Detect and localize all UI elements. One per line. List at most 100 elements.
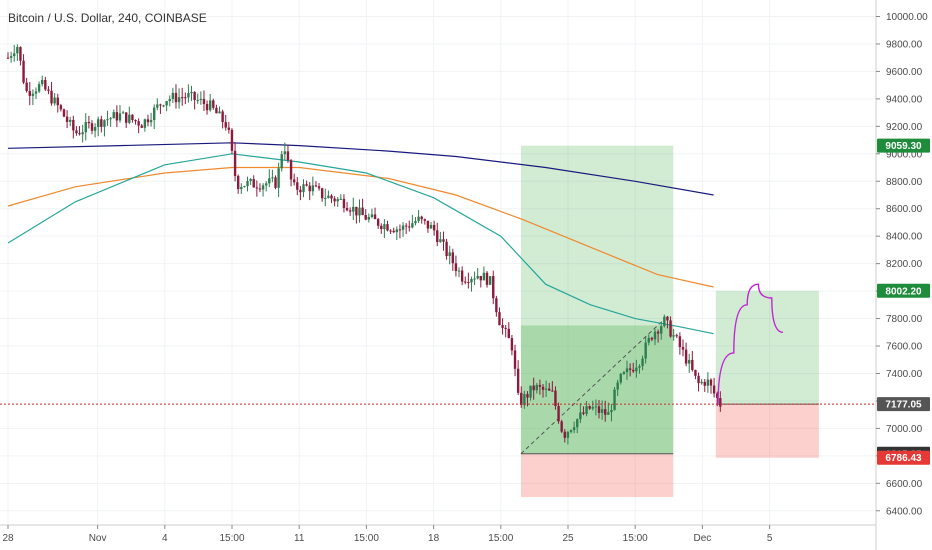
candle-body xyxy=(619,373,622,383)
projection-curve xyxy=(717,283,784,405)
candle-body xyxy=(386,224,389,231)
price-badge xyxy=(877,138,930,153)
candle-body xyxy=(299,189,302,193)
candle-body xyxy=(320,188,324,199)
candle-body xyxy=(140,125,143,128)
candle-body xyxy=(520,392,523,406)
candle-body xyxy=(398,229,402,231)
candle-body xyxy=(308,185,311,192)
candle-body xyxy=(252,179,255,188)
candle-body xyxy=(233,150,237,176)
candle-body xyxy=(470,278,473,283)
candle-body xyxy=(333,198,336,202)
candle-body xyxy=(208,100,212,111)
candle-body xyxy=(681,347,685,350)
candle-body xyxy=(638,366,641,368)
candle-body xyxy=(177,97,181,103)
candle-body xyxy=(34,91,38,94)
candle-body xyxy=(572,427,576,431)
candle-body xyxy=(289,160,293,180)
candle-body xyxy=(395,229,399,233)
candle-body xyxy=(361,207,364,216)
trade-path-line xyxy=(520,320,663,455)
candle-body xyxy=(585,406,588,414)
candle-body xyxy=(364,215,367,220)
candle-body xyxy=(392,230,395,233)
candle-body xyxy=(373,214,377,220)
profit-zone xyxy=(715,290,819,405)
candle-body xyxy=(454,263,458,272)
x-tick-label: 15:00 xyxy=(488,533,513,544)
candle-body xyxy=(479,276,483,281)
price-badge-label: 6786.43 xyxy=(885,453,922,464)
candle-body xyxy=(137,121,140,126)
x-tick-label: 15:00 xyxy=(219,533,244,544)
candle-body xyxy=(78,133,81,135)
candle-body xyxy=(240,187,243,190)
candle-body xyxy=(560,421,563,432)
candle-body xyxy=(697,375,700,384)
candle-body xyxy=(448,252,451,257)
candle-body xyxy=(268,178,271,184)
candle-body xyxy=(442,239,445,242)
x-tick-label: 18 xyxy=(428,533,440,544)
candle-body xyxy=(451,252,455,264)
candle-body xyxy=(44,79,47,90)
candle-body xyxy=(305,184,308,186)
candle-body xyxy=(467,281,470,283)
candle-body xyxy=(488,276,492,285)
loss-zone xyxy=(520,453,674,498)
candle-body xyxy=(703,381,706,386)
y-tick-label: 9800.00 xyxy=(886,39,923,50)
candle-body xyxy=(168,99,171,102)
candle-body xyxy=(50,90,53,104)
y-tick-label: 8200.00 xyxy=(886,259,923,270)
candle-body xyxy=(513,350,517,369)
candle-body xyxy=(579,412,582,420)
candle-body xyxy=(62,109,66,117)
candle-body xyxy=(199,98,203,100)
price-badge-label: 9059.30 xyxy=(885,141,922,152)
candle-body xyxy=(302,184,305,193)
price-badge xyxy=(877,283,930,298)
candle-body xyxy=(314,185,318,187)
candle-body xyxy=(510,338,514,351)
candle-body xyxy=(719,398,722,407)
candle-body xyxy=(100,119,103,127)
candle-body xyxy=(523,394,526,406)
candle-body xyxy=(485,272,489,285)
candle-body xyxy=(700,381,703,384)
candle-body xyxy=(557,406,560,422)
candle-body xyxy=(93,127,97,131)
candle-body xyxy=(694,369,697,376)
candle-body xyxy=(103,120,106,127)
candle-body xyxy=(143,119,147,128)
candle-body xyxy=(647,337,650,343)
candle-body xyxy=(37,84,41,92)
candle-body xyxy=(336,199,339,202)
price-badge-label: 7177.05 xyxy=(885,400,922,411)
candle-body xyxy=(292,179,296,183)
candle-body xyxy=(159,104,162,106)
candle-body xyxy=(538,384,542,387)
y-tick-label: 6600.00 xyxy=(886,479,923,490)
price-badge-label: 8002.20 xyxy=(885,286,922,297)
candle-body xyxy=(548,388,551,391)
moving-average-line xyxy=(7,153,714,335)
candle-body xyxy=(249,179,252,182)
candle-body xyxy=(121,112,125,114)
chart-title: Bitcoin / U.S. Dollar, 240, COINBASE xyxy=(8,11,207,25)
candle-body xyxy=(90,123,94,131)
candle-body xyxy=(109,118,112,120)
candle-body xyxy=(134,119,137,122)
candle-body xyxy=(84,122,87,133)
candle-body xyxy=(311,185,315,192)
candle-body xyxy=(529,385,532,398)
candle-body xyxy=(675,335,678,337)
candle-body xyxy=(551,390,554,392)
candle-body xyxy=(258,188,262,190)
x-tick-label: 25 xyxy=(562,533,574,544)
candle-body xyxy=(184,97,187,99)
y-tick-label: 9200.00 xyxy=(886,122,923,133)
